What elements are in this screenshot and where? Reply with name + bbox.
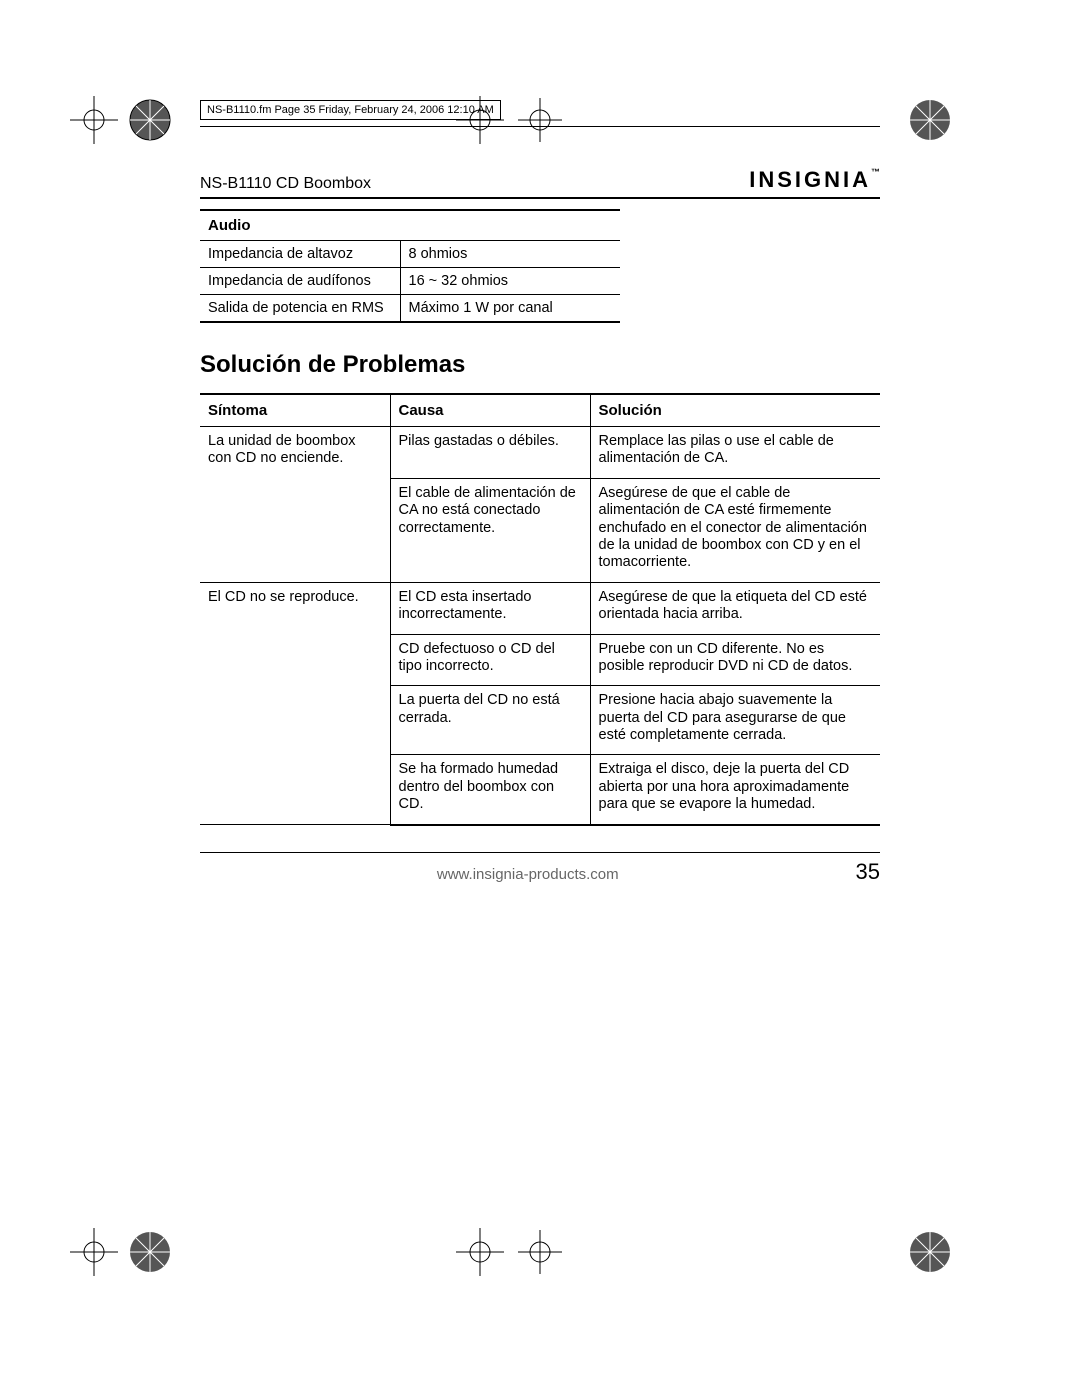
spec-label: Impedancia de altavoz — [200, 241, 400, 268]
table-row: La unidad de boombox con CD no enciende.… — [200, 427, 880, 479]
reg-mark-icon — [908, 1230, 952, 1274]
table-row: El CD no se reproduce. El CD esta insert… — [200, 582, 880, 634]
brand-logo: INSIGNIA™ — [749, 167, 880, 193]
cause-cell: Pilas gastadas o débiles. — [390, 427, 590, 479]
col-header-solution: Solución — [590, 394, 880, 427]
reg-mark-icon — [908, 98, 952, 142]
solution-cell: Remplace las pilas o use el cable de ali… — [590, 427, 880, 479]
cause-cell: CD defectuoso o CD del tipo incorrecto. — [390, 634, 590, 686]
footer-url: www.insignia-products.com — [437, 866, 619, 883]
crosshair-icon — [456, 1228, 504, 1276]
page-header: NS-B1110 CD Boombox INSIGNIA™ — [200, 167, 880, 199]
reg-mark-icon — [128, 1230, 172, 1274]
col-header-symptom: Síntoma — [200, 394, 390, 427]
spec-label: Impedancia de audífonos — [200, 268, 400, 295]
page-footer: www.insignia-products.com 35 — [200, 852, 880, 885]
brand-tm: ™ — [871, 167, 880, 177]
table-row: Impedancia de audífonos 16 ~ 32 ohmios — [200, 268, 620, 295]
reg-mark-icon — [128, 98, 172, 142]
brand-text: INSIGNIA — [749, 167, 871, 192]
spec-value: 8 ohmios — [400, 241, 620, 268]
section-title: Solución de Problemas — [200, 351, 880, 379]
meta-line: NS-B1110.fm Page 35 Friday, February 24,… — [200, 100, 501, 120]
solution-cell: Asegúrese de que la etiqueta del CD esté… — [590, 582, 880, 634]
solution-cell: Extraiga el disco, deje la puerta del CD… — [590, 755, 880, 825]
spec-value: Máximo 1 W por canal — [400, 295, 620, 323]
cause-cell: Se ha formado humedad dentro del boombox… — [390, 755, 590, 825]
troubleshoot-table: Síntoma Causa Solución La unidad de boom… — [200, 393, 880, 826]
spec-value: 16 ~ 32 ohmios — [400, 268, 620, 295]
cause-cell: La puerta del CD no está cerrada. — [390, 686, 590, 755]
meta-rule — [200, 126, 880, 127]
audio-spec-table: Audio Impedancia de altavoz 8 ohmios Imp… — [200, 209, 620, 323]
table-row: Impedancia de altavoz 8 ohmios — [200, 241, 620, 268]
reg-mark-icon — [518, 1230, 562, 1274]
audio-table-title: Audio — [200, 210, 620, 241]
crosshair-icon — [70, 96, 118, 144]
col-header-cause: Causa — [390, 394, 590, 427]
cause-cell: El CD esta insertado incorrectamente. — [390, 582, 590, 634]
symptom-cell: La unidad de boombox con CD no enciende. — [200, 427, 390, 583]
table-row: Salida de potencia en RMS Máximo 1 W por… — [200, 295, 620, 323]
crosshair-icon — [70, 1228, 118, 1276]
cause-cell: El cable de alimentación de CA no está c… — [390, 478, 590, 582]
page-content: NS-B1110.fm Page 35 Friday, February 24,… — [200, 100, 880, 885]
page-number: 35 — [856, 859, 880, 885]
spec-label: Salida de potencia en RMS — [200, 295, 400, 323]
symptom-cell: El CD no se reproduce. — [200, 582, 390, 824]
solution-cell: Presione hacia abajo suavemente la puert… — [590, 686, 880, 755]
solution-cell: Pruebe con un CD diferente. No es posibl… — [590, 634, 880, 686]
product-name: NS-B1110 CD Boombox — [200, 175, 371, 193]
solution-cell: Asegúrese de que el cable de alimentació… — [590, 478, 880, 582]
